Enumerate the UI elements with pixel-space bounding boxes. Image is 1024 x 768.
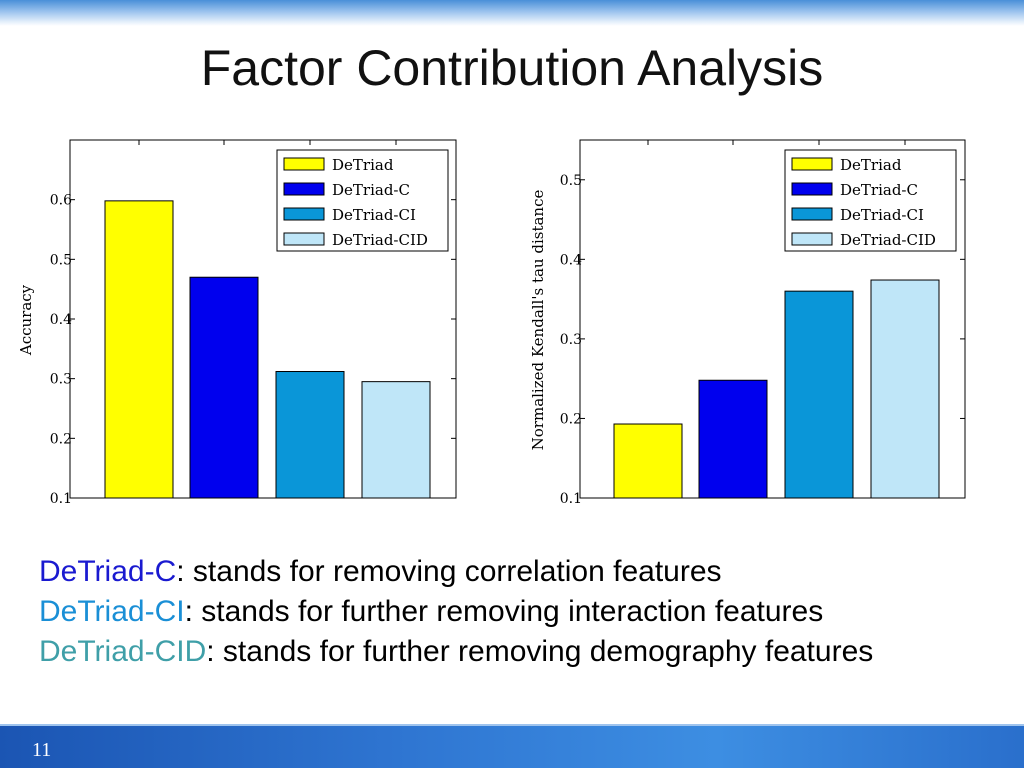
y-tick-label: 0.2 [50,431,72,447]
term-detriad-ci: DeTriad-CI [39,595,185,628]
description-line-cid: DeTriad-CID: stands for further removing… [39,632,1009,672]
chart-1: 0.10.20.30.40.50.6AccuracyDeTriadDeTriad… [17,139,457,507]
y-tick-label: 0.1 [50,491,72,507]
footer-bar [0,726,1024,768]
legend-label-detriad: DeTriad [332,156,394,174]
bar-detriad-cid [361,381,431,499]
legend-label-detriad-cid: DeTriad-CID [332,231,428,249]
y-tick-label: 0.2 [560,411,582,427]
legend-label-detriad-cid: DeTriad-CID [840,231,936,249]
legend-swatch-detriad-cid [283,232,325,246]
description-block: DeTriad-C: stands for removing correlati… [39,552,1009,672]
y-axis-label: Accuracy [17,284,35,356]
term-detriad-cid: DeTriad-CID [39,635,207,668]
y-tick-label: 0.4 [560,252,582,268]
top-gradient-band [0,0,1024,26]
description-text-c: : stands for removing correlation featur… [176,555,722,588]
bar-detriad [104,200,174,499]
legend-label-detriad: DeTriad [840,156,902,174]
legend-swatch-detriad [791,157,833,171]
footer-divider [0,724,1024,726]
y-tick-label: 0.5 [50,252,72,268]
legend-label-detriad-ci: DeTriad-CI [332,206,416,224]
page-number: 11 [32,739,52,761]
y-tick-label: 0.3 [50,372,72,388]
legend: DeTriad DeTriad-C DeTriad-CI DeTriad-CID [784,149,957,252]
description-line-ci: DeTriad-CI: stands for further removing … [39,592,1009,632]
y-axis-label: Normalized Kendall's tau distance [529,190,547,451]
term-detriad-c: DeTriad-C [39,555,177,588]
y-tick-label: 0.1 [560,491,582,507]
description-text-cid: : stands for further removing demography… [206,635,874,668]
legend-swatch-detriad-ci [283,207,325,221]
bar-detriad-c [698,379,768,499]
legend-swatch-detriad-cid [791,232,833,246]
bar-detriad-ci [275,371,345,499]
description-line-c: DeTriad-C: stands for removing correlati… [39,552,1009,592]
legend: DeTriad DeTriad-C DeTriad-CI DeTriad-CID [276,149,449,252]
chart-2: 0.1 0.2 0.3 0.4 0.5 Normalized Kendall's tau … [529,139,966,507]
description-text-ci: : stands for further removing interactio… [184,595,824,628]
bar-detriad-c [189,276,259,499]
legend-label-detriad-ci: DeTriad-CI [840,206,924,224]
legend-swatch-detriad [283,157,325,171]
slide-title: Factor Contribution Analysis [200,40,824,96]
y-tick-label: 0.5 [560,173,582,189]
y-tick-label: 0.3 [560,332,582,348]
legend-label-detriad-c: DeTriad-C [840,181,918,199]
y-tick-label: 0.4 [50,312,72,328]
plot-frame [579,139,966,499]
bar-detriad-ci [784,290,854,499]
bar-detriad-cid [870,279,940,499]
bar-detriad [613,423,683,499]
legend-swatch-detriad-c [791,182,833,196]
legend-swatch-detriad-c [283,182,325,196]
legend-swatch-detriad-ci [791,207,833,221]
legend-label-detriad-c: DeTriad-C [332,181,410,199]
y-tick-label: 0.6 [50,193,72,209]
